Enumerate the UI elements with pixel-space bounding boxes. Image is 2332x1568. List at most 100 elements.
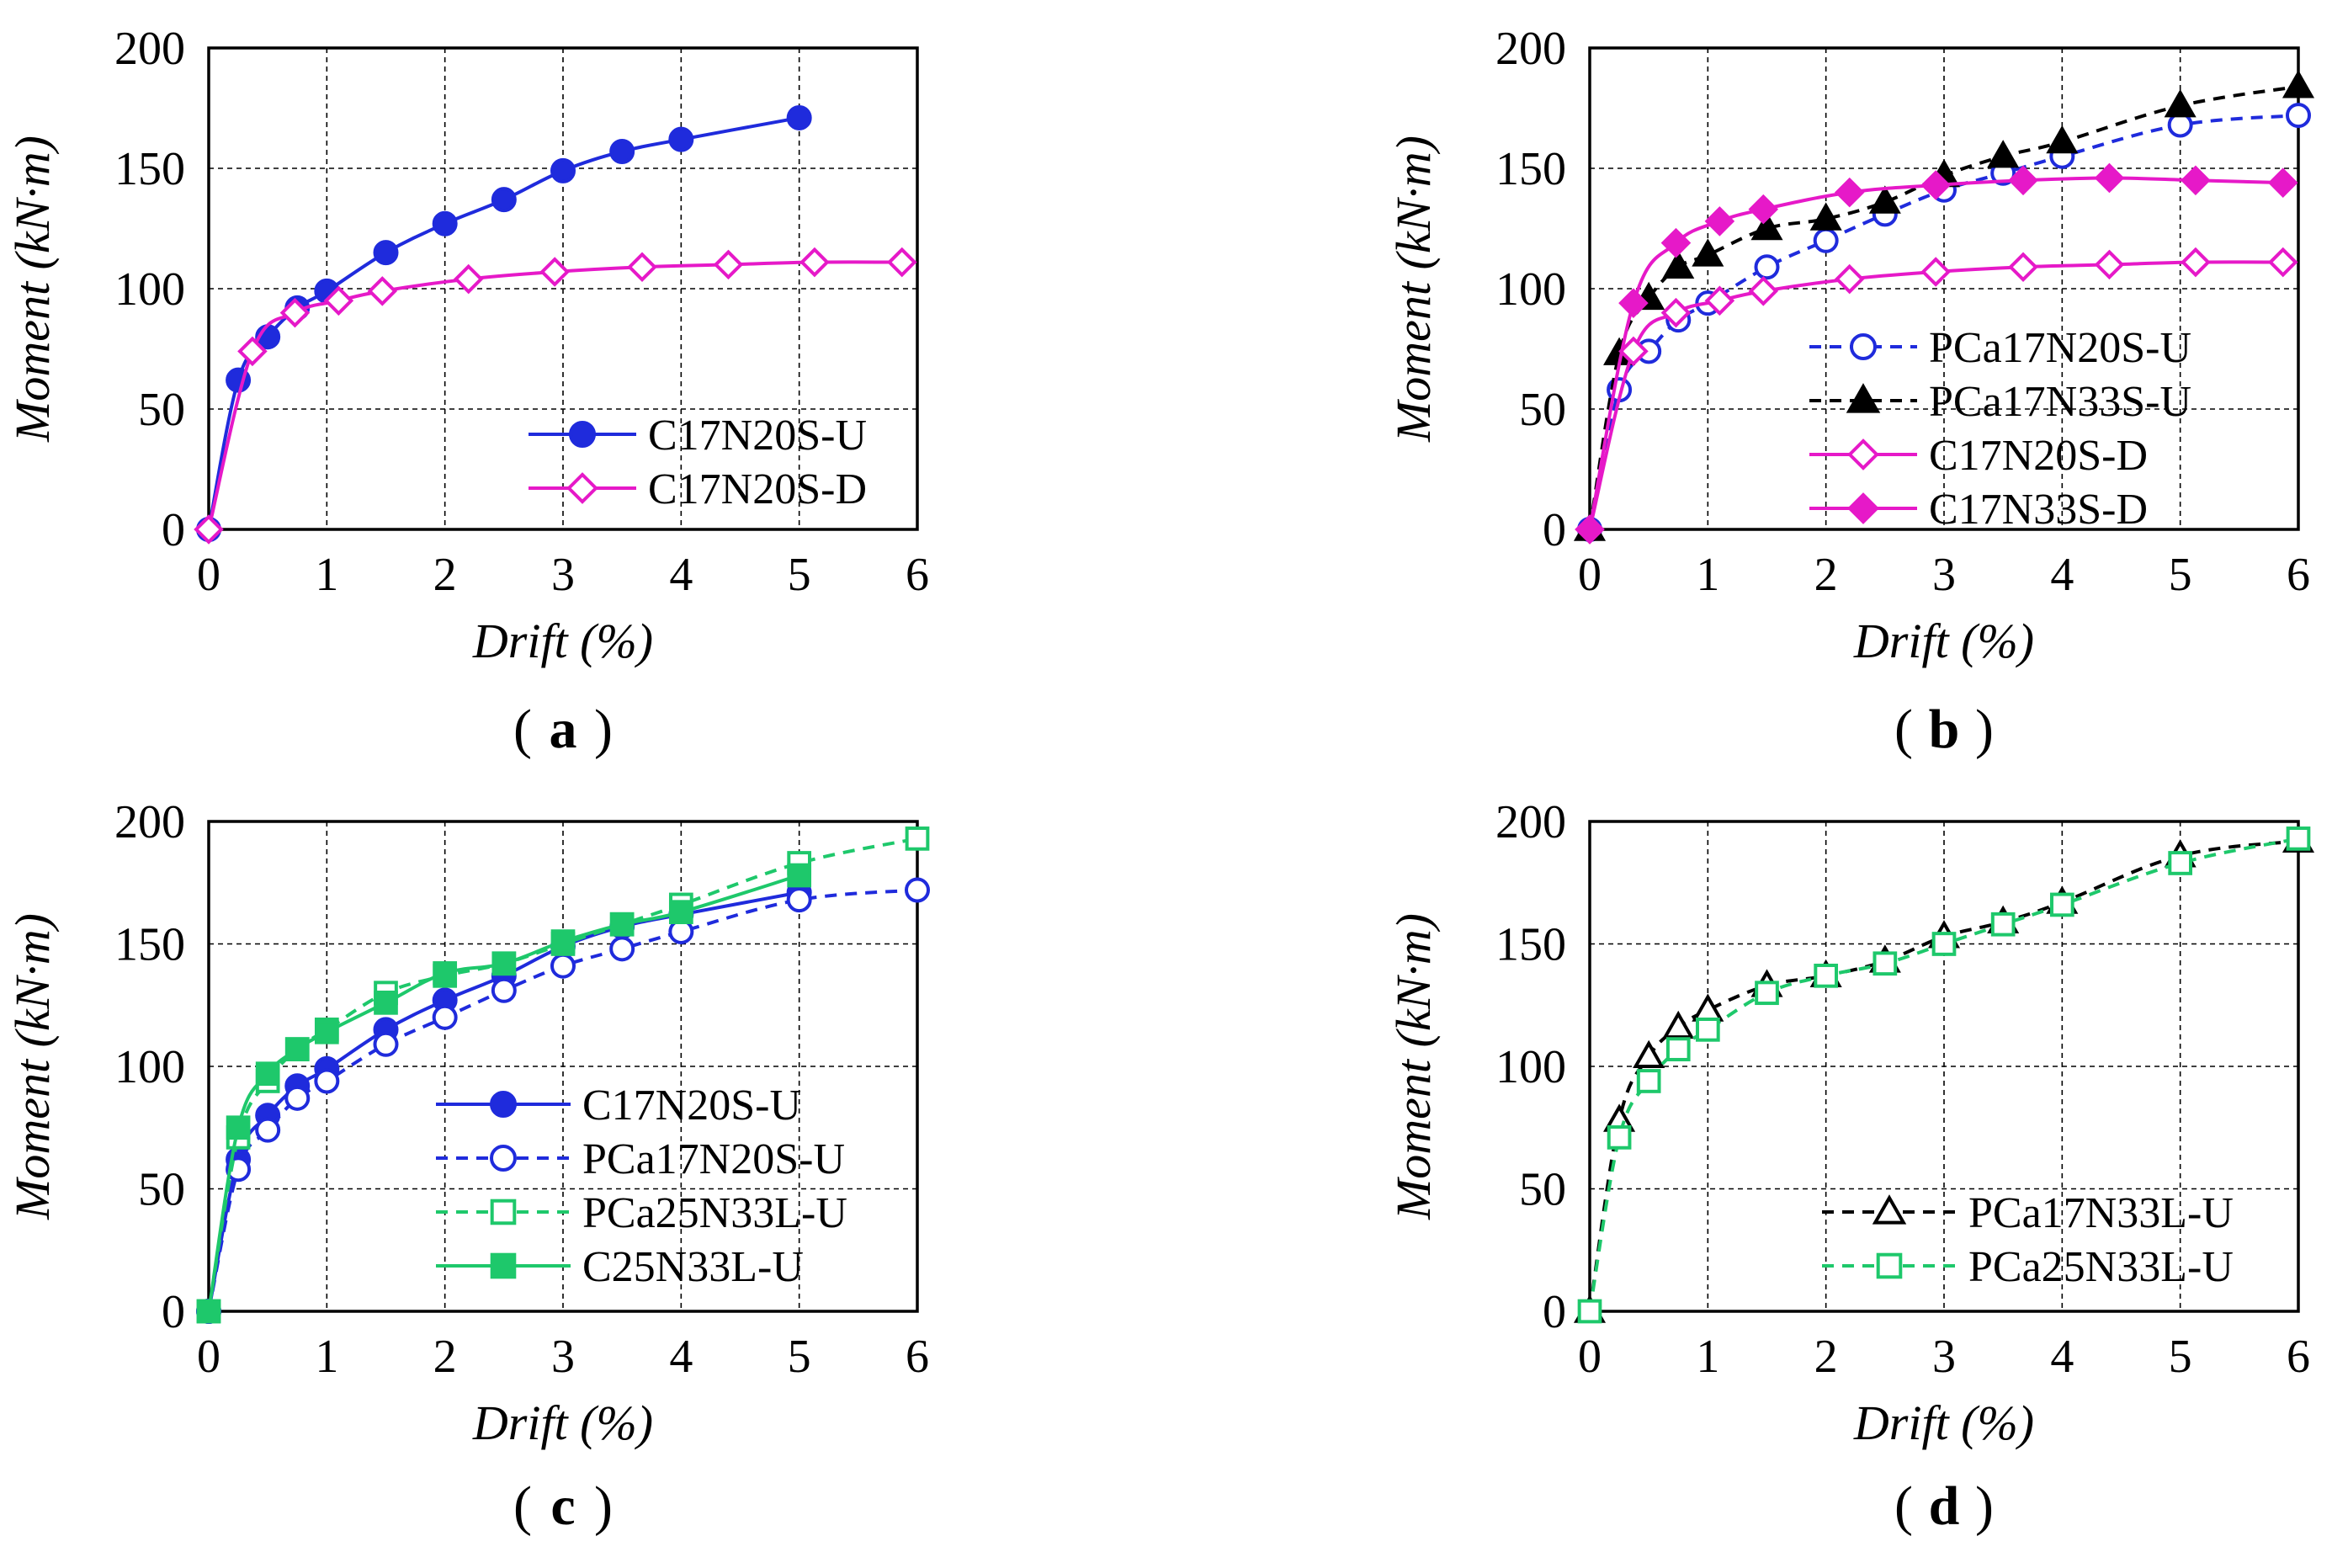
x-tick-label-6: 6 (2287, 1331, 2310, 1383)
data-point-PCa25N33L-U-12 (2286, 827, 2311, 851)
legend-label-C17N20S-U: C17N20S-U (582, 1082, 801, 1129)
data-point-C17N20S-D-7 (627, 252, 657, 283)
tick-labels: 0 1 2 3 4 5 6 0 50 100 150 200 (114, 23, 929, 601)
data-point-PCa17N33S-U-4 (1692, 238, 1724, 267)
y-tick-label-150: 150 (114, 919, 185, 971)
series-PCa25N33L-U (1577, 827, 2311, 1324)
legend: C17N20S-U PCa17N20S-U PCa25N33L-U C25N33L-U (436, 1082, 847, 1291)
data-point-PCa17N33S-U-6 (1809, 202, 1842, 231)
panel-label: d (1929, 1475, 1960, 1537)
y-axis-label: Moment (kN·m) (5, 136, 60, 443)
x-tick-label-6: 6 (2287, 549, 2310, 601)
x-tick-label-5: 5 (788, 1331, 811, 1383)
x-tick-label-0: 0 (1578, 549, 1602, 601)
data-point-C17N20S-D-4 (1748, 276, 1779, 306)
data-point-PCa25N33L-U-8 (1931, 932, 1957, 956)
legend-marker-PCa25N33L-U (1876, 1252, 1903, 1279)
data-point-PCa17N33L-U-3 (1662, 1010, 1695, 1039)
y-tick-label-50: 50 (1519, 384, 1566, 436)
tick-labels: 0 1 2 3 4 5 6 0 50 100 150 200 (1495, 796, 2310, 1383)
data-point-C17N20S-D-4 (367, 276, 398, 306)
legend-label-C17N33S-D: C17N33S-D (1929, 486, 2148, 534)
x-axis-label: Drift (%) (1853, 614, 2034, 668)
y-tick-label-200: 200 (114, 23, 185, 75)
legend-marker-PCa25N33L-U (490, 1199, 517, 1225)
chart-panel-a: 0 1 2 3 4 5 6 0 50 100 150 200 Drift (%) Moment (kN·m… (5, 23, 929, 760)
data-point-PCa25N33L-U-7 (1873, 951, 1898, 976)
data-point-PCa17N20S-U-5 (373, 1031, 399, 1057)
data-point-PCa17N33S-U-12 (2282, 70, 2315, 98)
y-tick-label-100: 100 (114, 263, 185, 316)
data-point-PCa25N33L-U-12 (905, 827, 930, 851)
legend-label-PCa17N20S-U: PCa17N20S-U (1929, 324, 2191, 372)
data-point-C17N33S-D-5 (1834, 177, 1865, 208)
x-axis-label: Drift (%) (1853, 1395, 2034, 1450)
legend-label-C17N20S-D: C17N20S-D (648, 465, 867, 513)
data-point-C25N33L-U-0 (196, 1299, 221, 1324)
legend-label-PCa17N33S-U: PCa17N33S-U (1929, 378, 2191, 426)
y-tick-label-50: 50 (1519, 1164, 1566, 1216)
data-point-C17N20S-D-6 (1920, 257, 1951, 287)
legend-item-PCa25N33L-U: PCa25N33L-U (1822, 1243, 2234, 1291)
y-tick-label-50: 50 (138, 384, 185, 436)
panel-label-open-paren: ( (1894, 699, 1913, 760)
series-PCa17N20S-U (196, 877, 930, 1324)
legend-label-C17N20S-D: C17N20S-D (1929, 432, 2148, 480)
plot-frame (1588, 820, 2300, 1313)
panel-label: c (550, 1475, 575, 1537)
data-point-C17N20S-U-10 (668, 126, 694, 152)
legend-item-C17N20S-D: C17N20S-D (529, 465, 867, 513)
data-point-C17N33S-D-7 (2008, 165, 2038, 196)
data-point-PCa17N33S-U-11 (2164, 89, 2197, 118)
data-point-C17N33S-D-1 (1618, 288, 1649, 318)
legend-label-PCa17N20S-U: PCa17N20S-U (582, 1135, 845, 1183)
data-point-C17N20S-U-9 (609, 138, 635, 164)
data-point-C17N20S-D-10 (2267, 247, 2298, 278)
data-point-PCa17N33L-U-2 (1633, 1039, 1665, 1069)
x-tick-label-1: 1 (315, 1331, 338, 1383)
y-tick-label-150: 150 (1495, 919, 1566, 971)
y-tick-label-200: 200 (1495, 796, 1566, 848)
y-tick-label-0: 0 (162, 1286, 185, 1338)
data-point-PCa17N33S-U-7 (1868, 185, 1901, 214)
data-point-C25N33L-U-6 (433, 961, 458, 986)
data-point-PCa17N20S-U-11 (786, 887, 812, 913)
legend-item-PCa17N20S-U: PCa17N20S-U (1809, 324, 2191, 372)
legend-marker-C17N20S-U (490, 1091, 517, 1118)
legend-label-PCa25N33L-U: PCa25N33L-U (582, 1189, 847, 1237)
x-tick-label-3: 3 (551, 549, 575, 601)
data-point-C17N20S-U-6 (432, 210, 458, 237)
legend-item-PCa17N33S-U: PCa17N33S-U (1809, 378, 2191, 426)
x-tick-label-1: 1 (1696, 1331, 1719, 1383)
data-point-PCa25N33L-U-5 (1755, 981, 1779, 1006)
x-tick-label-3: 3 (1932, 549, 1956, 601)
x-tick-label-5: 5 (788, 549, 811, 601)
data-point-PCa17N33S-U-10 (2046, 125, 2079, 154)
x-tick-label-4: 4 (2050, 549, 2074, 601)
x-tick-label-0: 0 (197, 1331, 220, 1383)
data-point-PCa17N20S-U-9 (609, 936, 635, 962)
data-point-C17N33S-D-10 (2267, 167, 2298, 198)
data-point-PCa17N20S-U-7 (491, 977, 517, 1003)
panel-label-close-paren: ) (594, 1475, 613, 1537)
legend: PCa17N20S-U PCa17N33S-U C17N20S-D C17N33S-D (1809, 324, 2191, 534)
legend-item-C17N33S-D: C17N33S-D (1809, 486, 2148, 534)
x-tick-label-6: 6 (906, 1331, 929, 1383)
data-point-C17N20S-D-8 (713, 249, 744, 280)
y-tick-label-0: 0 (1543, 504, 1566, 556)
data-point-C17N20S-D-5 (1834, 263, 1865, 295)
legend-marker-C17N33S-D (1847, 492, 1879, 524)
data-point-C25N33L-U-8 (550, 929, 576, 954)
data-point-PCa25N33L-U-0 (1577, 1299, 1602, 1324)
data-point-PCa17N20S-U-4 (314, 1068, 340, 1094)
data-point-C17N20S-D-8 (2094, 249, 2125, 280)
y-tick-label-0: 0 (162, 504, 185, 556)
x-tick-label-6: 6 (906, 549, 929, 601)
legend-marker-C25N33L-U (490, 1252, 517, 1279)
legend-marker-PCa17N33L-U (1872, 1194, 1907, 1225)
data-point-PCa17N20S-U-3 (284, 1085, 311, 1111)
data-point-C17N20S-D-3 (1704, 285, 1735, 316)
data-point-PCa17N20S-U-12 (905, 877, 930, 903)
